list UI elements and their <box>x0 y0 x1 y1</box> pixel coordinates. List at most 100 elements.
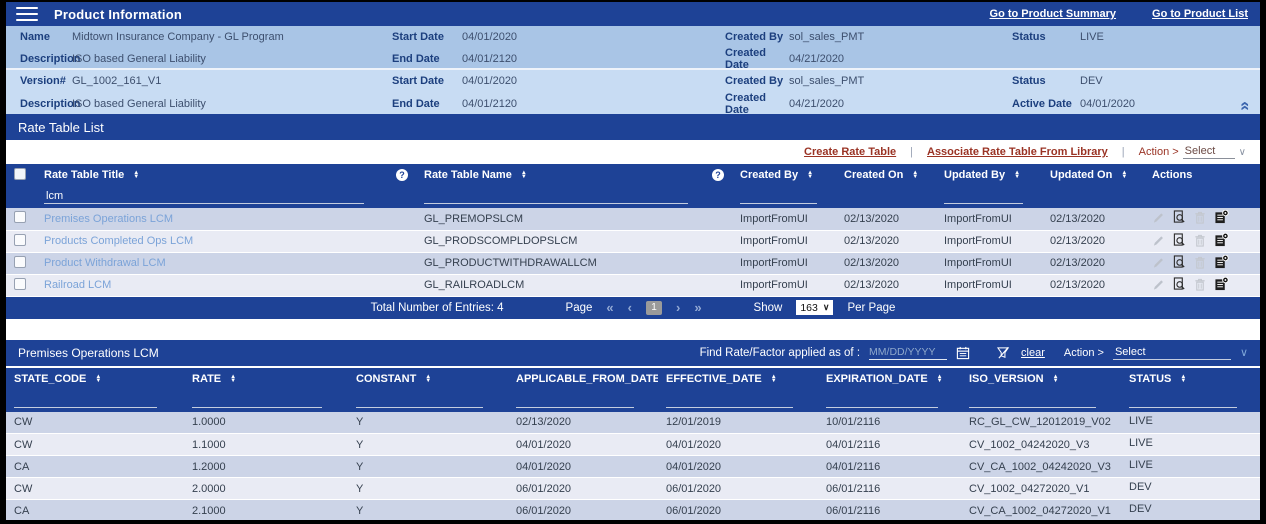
copy-icon[interactable] <box>1214 276 1234 291</box>
collapse-section-icon[interactable]: « <box>1236 101 1256 111</box>
product-version-info: Version# GL_1002_161_V1 Start Date 04/01… <box>6 68 1260 116</box>
version-status-label: Status <box>1012 75 1046 87</box>
col-created-on: Created On <box>844 169 904 181</box>
sort-icon[interactable]: ▲▼ <box>1180 373 1187 384</box>
help-icon[interactable]: ? <box>396 169 408 181</box>
view-icon[interactable] <box>1173 276 1191 291</box>
sort-icon[interactable]: ▲▼ <box>1014 170 1021 180</box>
filter-updated-by-input[interactable] <box>944 190 1024 204</box>
chevron-down-icon: ∨ <box>822 302 830 312</box>
view-icon[interactable] <box>1173 210 1191 224</box>
rate-table-title-link[interactable]: Products Completed Ops LCM <box>44 235 194 247</box>
filter-constant-input[interactable] <box>356 393 483 408</box>
filter-applicable-from-date-input[interactable] <box>516 393 634 408</box>
sort-icon[interactable]: ▲▼ <box>95 373 102 384</box>
filter-rate-table-title-input[interactable] <box>44 190 365 204</box>
created-by-label: Created By <box>725 30 784 43</box>
sort-icon[interactable]: ▲▼ <box>1052 373 1059 384</box>
filter-status-input[interactable] <box>1129 393 1238 408</box>
delete-icon[interactable] <box>1194 256 1211 269</box>
go-to-product-summary-link[interactable]: Go to Product Summary <box>989 8 1117 20</box>
version-start-date-label: Start Date <box>392 75 444 87</box>
sort-icon[interactable]: ▲▼ <box>230 373 237 384</box>
action-label: Action > <box>1063 346 1104 359</box>
associate-rate-table-link[interactable]: Associate Rate Table From Library <box>927 146 1108 158</box>
start-date-label: Start Date <box>392 30 444 43</box>
find-rate-factor-label: Find Rate/Factor applied as of : <box>699 346 861 359</box>
sort-icon[interactable]: ▲▼ <box>520 170 527 180</box>
copy-icon[interactable] <box>1214 254 1234 269</box>
edit-icon[interactable] <box>1152 234 1170 247</box>
rate-table-title-link[interactable]: Product Withdrawal LCM <box>44 257 166 269</box>
delete-icon[interactable] <box>1194 234 1211 247</box>
rate-table-title-link[interactable]: Railroad LCM <box>44 279 112 291</box>
current-page[interactable]: 1 <box>645 300 662 315</box>
help-icon[interactable]: ? <box>712 169 724 181</box>
edit-icon[interactable] <box>1152 211 1170 224</box>
rate-table-name-cell: GL_PRODUCTWITHDRAWALLCM <box>416 252 732 275</box>
sort-icon[interactable]: ▲▼ <box>425 373 432 384</box>
rate-table-title-link[interactable]: Premises Operations LCM <box>44 212 173 225</box>
row-checkbox[interactable] <box>14 211 26 224</box>
filter-expiration-date-input[interactable] <box>826 393 938 408</box>
filter-iso-version-input[interactable] <box>969 393 1096 408</box>
pagination-bar: Total Number of Entries: 4 Page « ‹ 1 › … <box>6 296 1260 319</box>
row-actions <box>1144 274 1260 297</box>
version-value: GL_1002_161_V1 <box>72 75 162 87</box>
col-applicable-from-date: APPLICABLE_FROM_DATE <box>516 372 661 385</box>
filter-rate-input[interactable] <box>192 393 323 408</box>
filter-created-by-input[interactable] <box>740 190 818 204</box>
name-value: Midtown Insurance Company - GL Program <box>72 30 284 43</box>
delete-icon[interactable] <box>1194 211 1211 224</box>
table-row: CA 2.1000 Y 06/01/2020 06/01/2020 06/01/211… <box>6 499 1260 520</box>
show-label: Show <box>753 301 783 314</box>
edit-icon[interactable] <box>1152 256 1170 269</box>
clear-filter-link[interactable]: clear <box>1021 346 1045 359</box>
status-cell: DEV <box>1121 499 1260 520</box>
action-select-control: Action > Select ∨ <box>1139 145 1246 159</box>
per-page-select[interactable]: 163 ∨ <box>796 300 834 315</box>
applied-as-of-date-input[interactable] <box>869 345 948 360</box>
sort-icon[interactable]: ▲▼ <box>912 170 919 180</box>
chevron-down-icon[interactable]: ∨ <box>1239 347 1248 359</box>
chevron-down-icon[interactable]: ∨ <box>1238 146 1246 158</box>
row-checkbox[interactable] <box>14 255 26 268</box>
row-checkbox[interactable] <box>14 233 26 246</box>
create-rate-table-link[interactable]: Create Rate Table <box>804 146 897 158</box>
first-page-icon[interactable]: « <box>606 299 614 315</box>
action-select-dropdown[interactable]: Select <box>1182 145 1235 159</box>
col-constant: CONSTANT <box>356 372 417 385</box>
filter-state-code-input[interactable] <box>14 393 157 408</box>
sort-icon[interactable]: ▲▼ <box>770 373 777 384</box>
prev-page-icon[interactable]: ‹ <box>627 299 632 315</box>
filter-funnel-icon[interactable] <box>996 346 1012 360</box>
description-value: ISO based General Liability <box>72 53 206 65</box>
hamburger-menu-icon[interactable] <box>16 7 38 21</box>
table-row: Product Withdrawal LCM GL_PRODUCTWITHDRA… <box>6 252 1260 275</box>
edit-icon[interactable] <box>1152 278 1170 291</box>
sort-icon[interactable]: ▲▼ <box>133 170 140 180</box>
row-actions <box>1144 230 1260 253</box>
row-checkbox[interactable] <box>14 277 26 290</box>
go-to-product-list-link[interactable]: Go to Product List <box>1152 8 1248 20</box>
copy-icon[interactable] <box>1214 232 1234 247</box>
sort-icon[interactable]: ▲▼ <box>936 373 943 384</box>
sort-icon[interactable]: ▲▼ <box>807 170 814 180</box>
next-page-icon[interactable]: › <box>675 299 681 315</box>
col-state-code: STATE_CODE <box>14 372 87 385</box>
filter-rate-table-name-input[interactable] <box>424 190 688 204</box>
sort-icon[interactable]: ▲▼ <box>1121 170 1128 180</box>
description-label: Description <box>20 53 81 65</box>
copy-icon[interactable] <box>1214 210 1234 224</box>
view-icon[interactable] <box>1173 232 1191 247</box>
delete-icon[interactable] <box>1194 278 1211 291</box>
calendar-icon[interactable] <box>956 346 970 360</box>
end-date-label: End Date <box>392 53 440 65</box>
version-label: Version# <box>20 75 66 87</box>
select-all-checkbox[interactable] <box>14 167 26 180</box>
filter-effective-date-input[interactable] <box>666 393 793 408</box>
rate-detail-action-dropdown[interactable]: Select <box>1112 346 1231 360</box>
last-page-icon[interactable]: » <box>694 299 702 315</box>
view-icon[interactable] <box>1173 254 1191 269</box>
